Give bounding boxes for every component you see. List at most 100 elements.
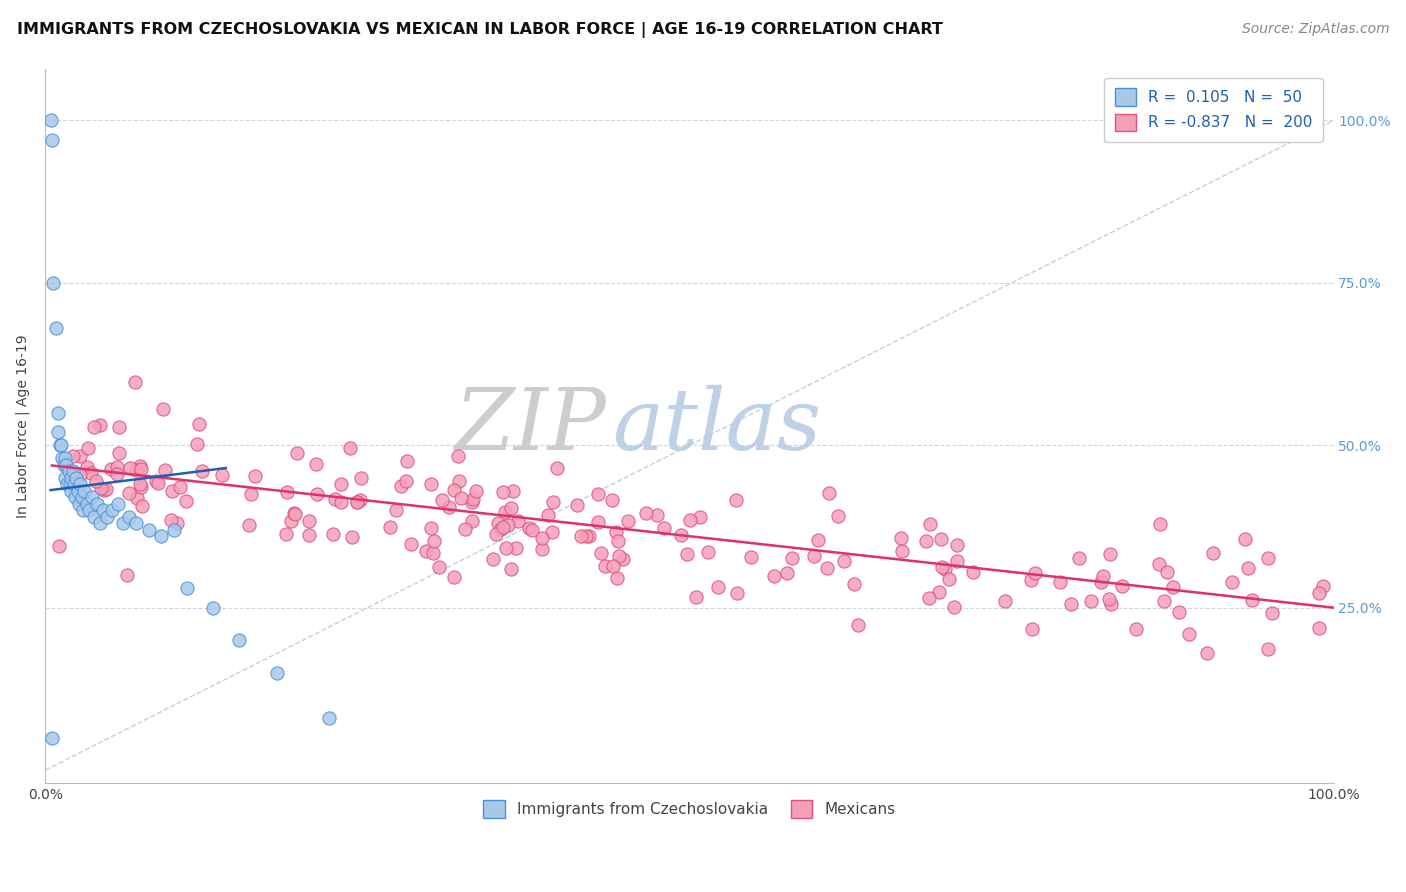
Point [238,518,260,533]
Point [396,454,419,468]
Point [76,460,98,475]
Point [395,474,418,488]
Point [689,510,711,524]
Point [1234,533,1257,547]
Point [460,514,482,528]
Point [111,516,134,531]
Point [450,491,472,505]
Point [1125,622,1147,636]
Point [346,495,368,509]
Point [495,541,517,556]
Point [323,492,346,507]
Point [1195,646,1218,660]
Point [1092,568,1115,582]
Point [443,483,465,498]
Point [129,458,152,473]
Point [918,516,941,531]
Point [606,571,628,585]
Point [89,418,111,433]
Point [492,485,515,500]
Point [685,590,707,604]
Point [600,492,623,507]
Point [541,524,564,539]
Point [890,531,912,545]
Point [305,487,328,501]
Point [266,665,288,680]
Point [1257,550,1279,565]
Point [423,534,446,549]
Point [586,516,609,530]
Point [108,446,131,460]
Point [439,500,461,515]
Point [169,480,191,494]
Point [285,446,308,460]
Point [846,618,869,632]
Point [531,541,554,556]
Point [56,477,79,491]
Point [891,544,914,558]
Point [463,491,485,506]
Point [51,451,73,466]
Point [485,526,508,541]
Point [145,474,167,488]
Point [146,476,169,491]
Point [176,581,198,595]
Point [1222,575,1244,590]
Point [160,483,183,498]
Point [70,490,93,504]
Point [69,449,91,463]
Point [160,513,183,527]
Point [645,508,668,522]
Point [1021,622,1043,636]
Point [41,133,63,147]
Point [191,464,214,478]
Point [1149,558,1171,572]
Point [107,497,129,511]
Point [63,472,86,486]
Point [1257,642,1279,657]
Point [482,551,505,566]
Point [607,549,630,563]
Point [1080,594,1102,608]
Point [1060,597,1083,611]
Text: ZIP: ZIP [454,384,606,467]
Point [240,487,263,501]
Point [780,550,803,565]
Point [508,514,530,528]
Point [593,558,616,573]
Point [129,462,152,476]
Point [486,516,509,530]
Point [276,527,298,541]
Point [96,509,118,524]
Point [675,547,697,561]
Legend: Immigrants from Czechoslovakia, Mexicans: Immigrants from Czechoslovakia, Mexicans [475,792,903,825]
Point [339,442,361,456]
Point [530,531,553,545]
Point [929,532,952,546]
Point [652,521,675,535]
Point [150,529,173,543]
Point [297,514,319,528]
Point [1156,566,1178,580]
Point [62,464,84,478]
Point [76,441,98,455]
Point [89,516,111,531]
Point [60,483,83,498]
Point [389,479,412,493]
Point [69,477,91,491]
Point [77,503,100,517]
Point [329,495,352,509]
Point [1049,574,1071,589]
Point [1021,573,1043,587]
Point [346,495,368,509]
Point [546,461,568,475]
Point [131,499,153,513]
Point [48,406,70,420]
Point [578,529,600,543]
Point [163,523,186,537]
Point [350,471,373,485]
Point [1201,546,1223,560]
Point [127,491,149,505]
Point [832,554,855,568]
Point [1067,551,1090,566]
